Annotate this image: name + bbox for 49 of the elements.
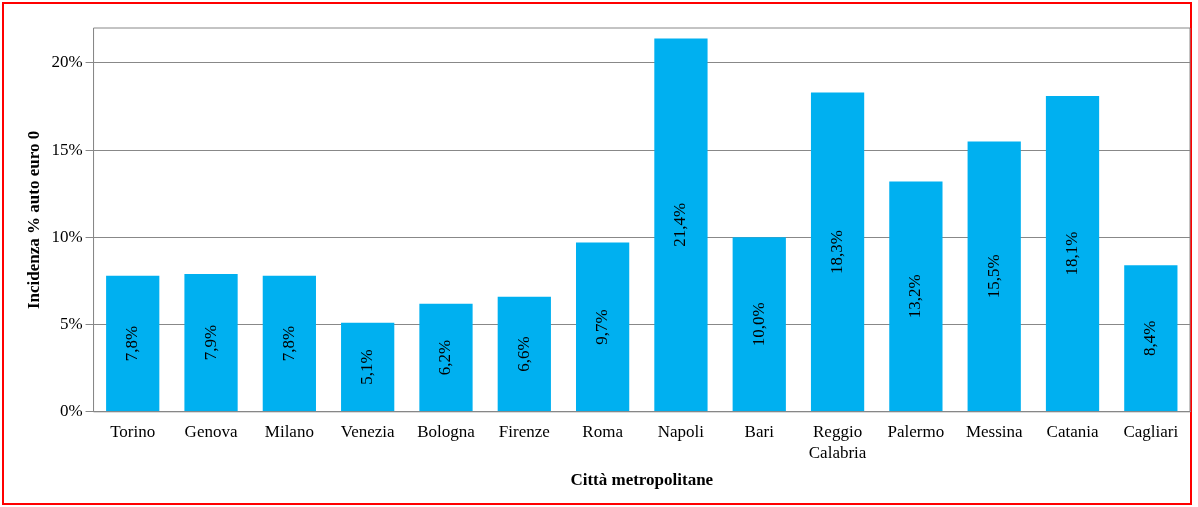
x-tick-label: Roma	[582, 422, 624, 442]
x-tick-label: Torino	[110, 422, 156, 442]
bar	[967, 141, 1021, 412]
data-label: 6,6%	[513, 336, 533, 372]
y-axis-title: Incidenza % auto euro 0	[23, 130, 43, 309]
bar	[1045, 96, 1100, 412]
data-label: 7,9%	[200, 324, 220, 361]
data-label: 9,7%	[592, 309, 612, 345]
bar	[810, 92, 865, 412]
x-tick-label: Catania	[1046, 422, 1099, 442]
y-tick-label: 15%	[51, 139, 83, 159]
x-tick-label: Messina	[965, 422, 1023, 442]
x-tick-label: Milano	[264, 422, 314, 442]
data-label: 8,4%	[1140, 320, 1160, 356]
bar	[184, 273, 238, 412]
data-label: 21,4%	[670, 202, 690, 247]
y-tick-label: 5%	[59, 314, 83, 334]
bar	[575, 242, 630, 412]
bar	[106, 275, 160, 412]
data-label: 7,8%	[278, 325, 298, 362]
bar	[732, 237, 786, 412]
data-label: 18,3%	[827, 229, 847, 274]
x-axis-title: Città metropolitane	[570, 470, 714, 490]
y-tick-label: 10%	[51, 226, 83, 246]
bar	[419, 303, 473, 412]
data-label: 5,1%	[357, 349, 377, 385]
x-tick-label: Palermo	[887, 422, 945, 442]
x-tick-label: Firenze	[498, 422, 550, 442]
bar	[262, 275, 316, 412]
bar	[889, 181, 943, 412]
y-tick-label: 0%	[59, 401, 83, 421]
x-tick-label: Bologna	[417, 422, 476, 442]
x-tick-label: Venezia	[340, 422, 396, 442]
x-tick-label: Napoli	[657, 422, 705, 442]
x-tick-label: Bari	[744, 422, 775, 442]
x-tick-label: Reggio Calabria	[808, 422, 867, 462]
bar	[654, 38, 708, 412]
data-label: 18,1%	[1061, 231, 1081, 276]
bar	[497, 296, 551, 412]
data-label: 15,5%	[983, 254, 1003, 299]
data-label: 13,2%	[905, 274, 925, 319]
data-label: 10,0%	[748, 302, 768, 347]
bar	[1124, 265, 1178, 412]
data-label: 6,2%	[435, 339, 455, 376]
bar	[341, 322, 395, 412]
data-label: 7,8%	[122, 325, 142, 362]
x-tick-label: Cagliari	[1123, 422, 1179, 442]
y-tick-label: 20%	[51, 52, 83, 72]
x-tick-label: Genova	[184, 422, 238, 442]
